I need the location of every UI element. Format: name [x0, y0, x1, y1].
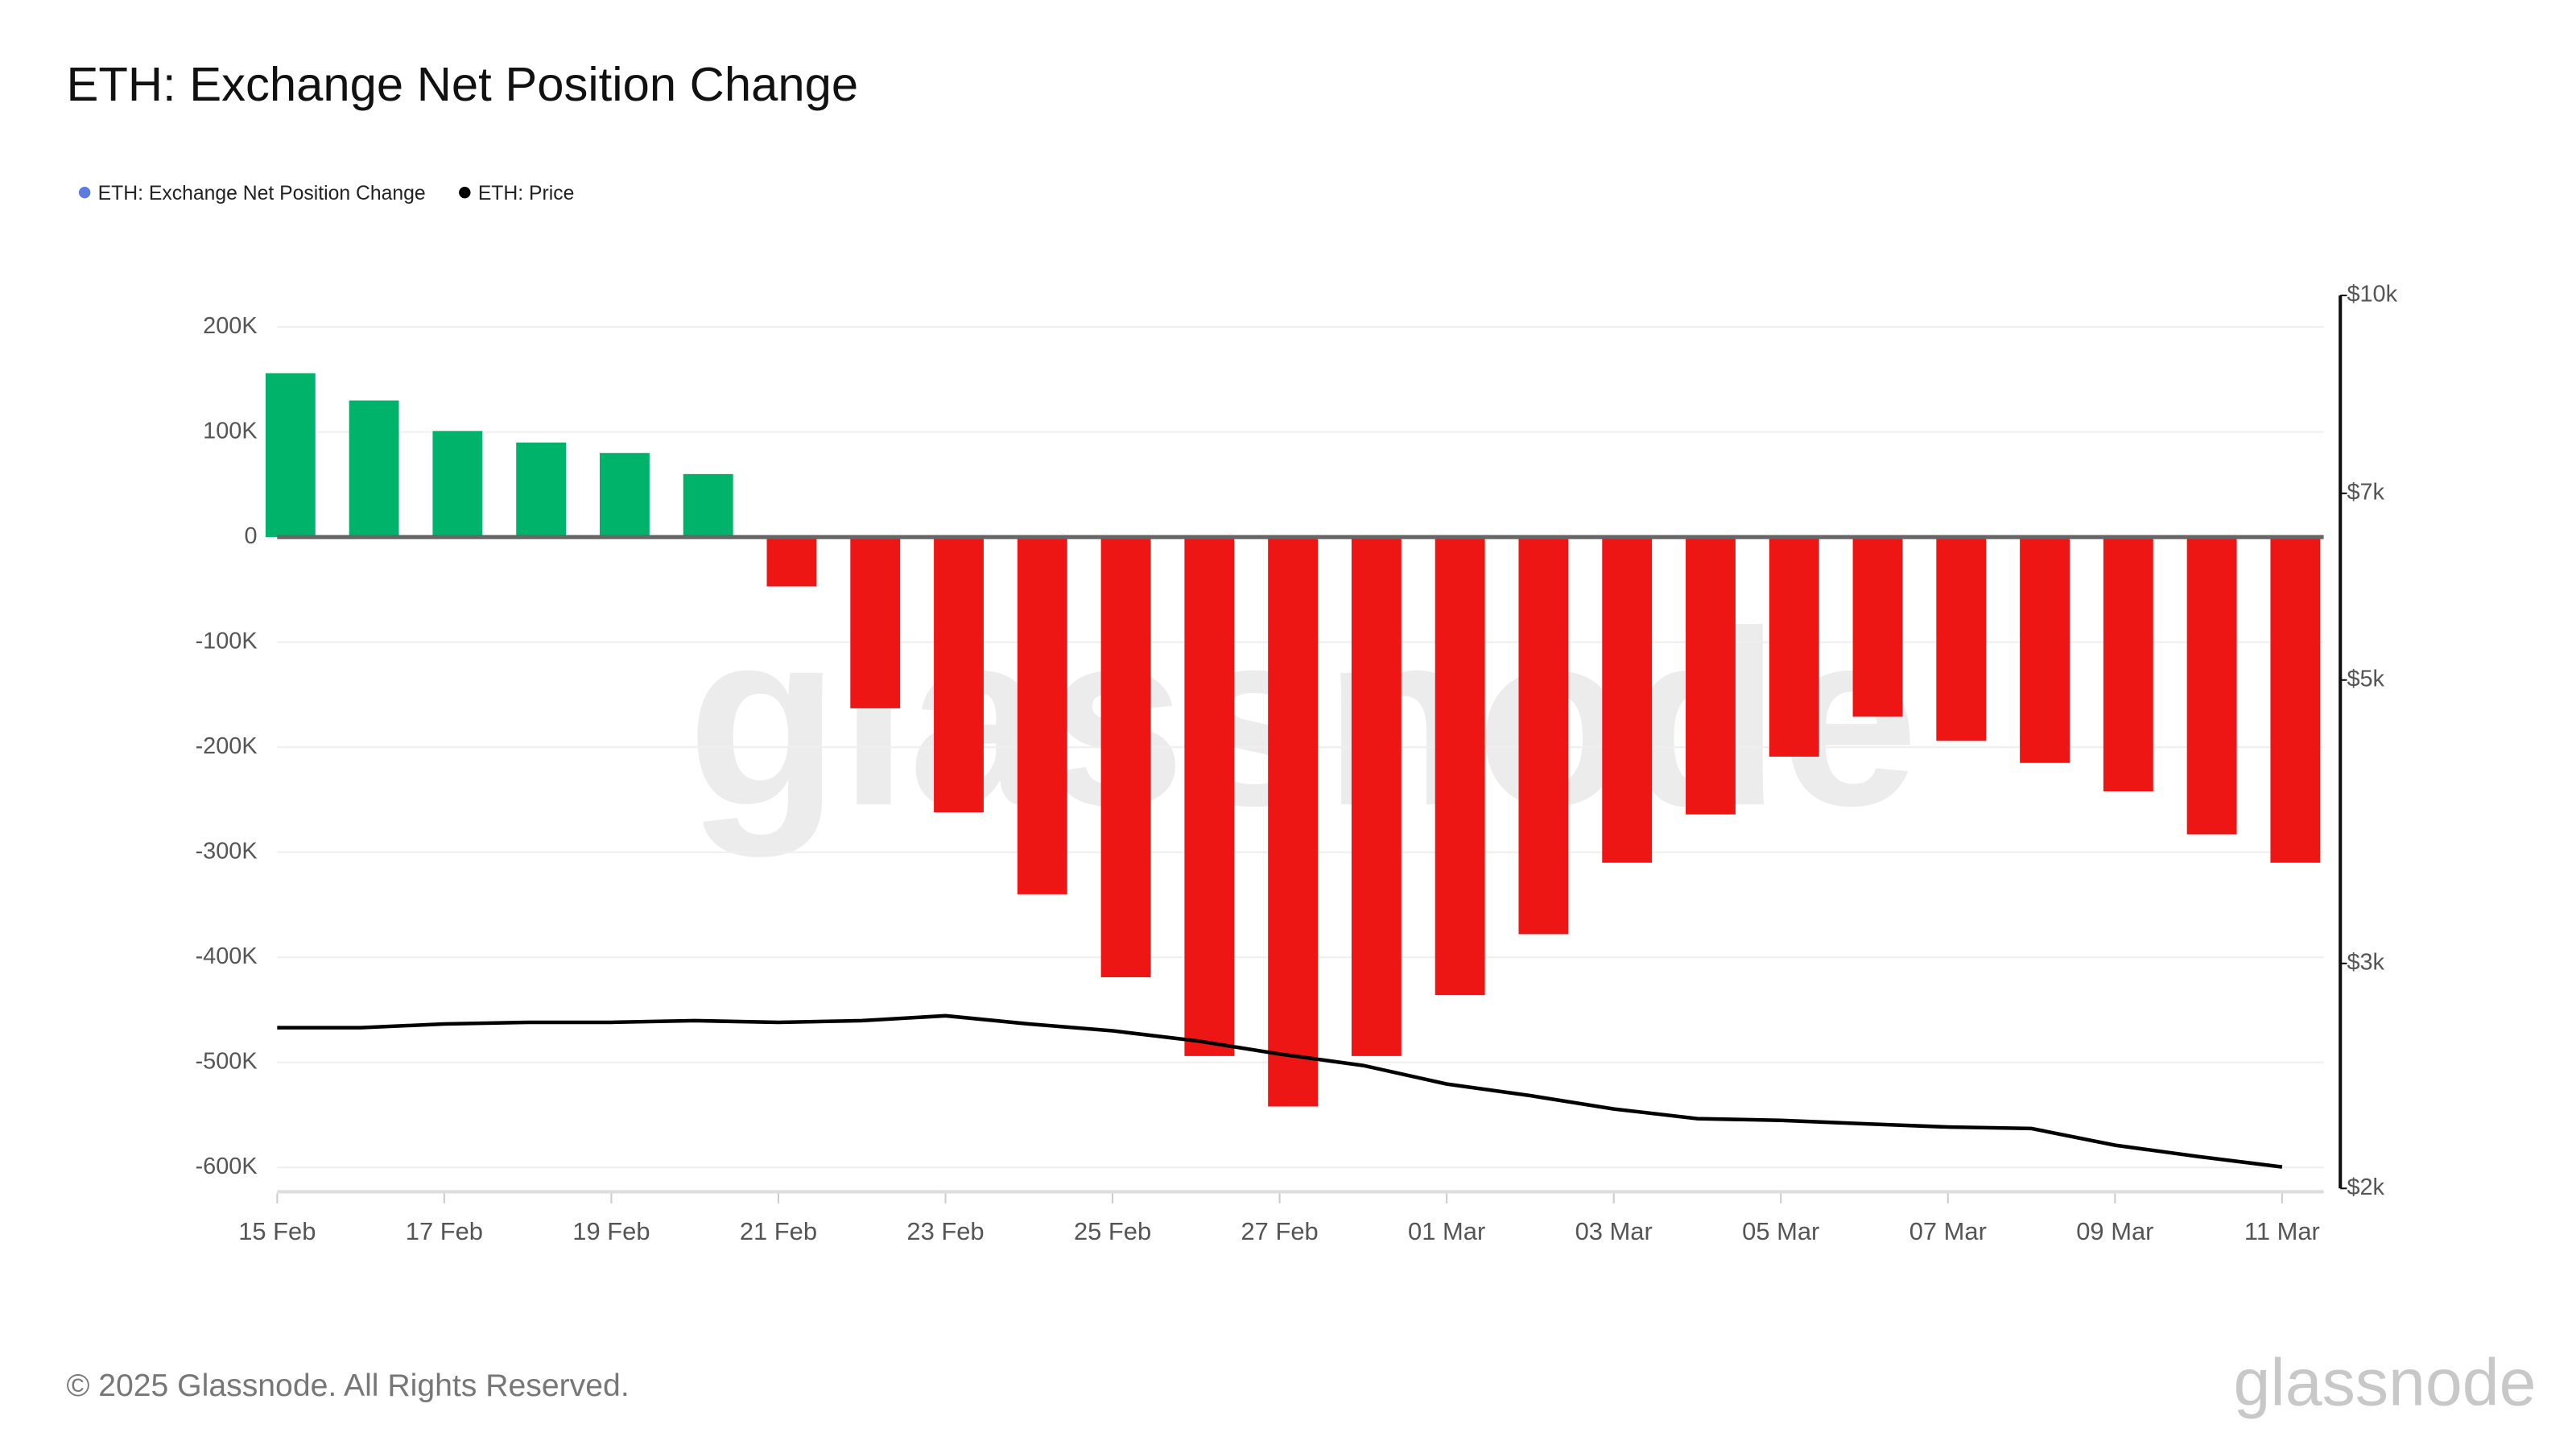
bar: [1184, 537, 1235, 1056]
x-tick-label: 07 Mar: [1909, 1217, 1987, 1245]
bar: [2270, 537, 2321, 863]
x-tick-label: 25 Feb: [1074, 1217, 1151, 1245]
bar: [1769, 537, 1819, 757]
bar: [1351, 537, 1402, 1056]
y-tick-label: 0: [245, 523, 258, 549]
x-tick-label: 17 Feb: [406, 1217, 483, 1245]
bar: [1435, 537, 1485, 996]
legend-label[interactable]: ETH: Price: [478, 183, 575, 204]
x-tick-label: 11 Mar: [2244, 1217, 2320, 1245]
bar: [1686, 537, 1736, 815]
legend-marker: [459, 186, 471, 199]
y-tick-label: -300K: [196, 838, 258, 864]
price-line: [277, 1013, 2283, 1169]
y-tick-label: 200K: [203, 313, 257, 339]
bar: [2186, 537, 2237, 835]
y2-tick-label: $2k: [2347, 1174, 2384, 1200]
bar: [1602, 537, 1653, 863]
y-tick-label: -400K: [196, 943, 258, 969]
logo: glassnode: [2234, 1345, 2537, 1419]
y-tick-label: -600K: [196, 1154, 258, 1179]
bar: [1518, 537, 1569, 935]
x-tick-label: 15 Feb: [238, 1217, 316, 1245]
x-tick-label: 19 Feb: [572, 1217, 650, 1245]
x-tick-label: 23 Feb: [906, 1217, 984, 1245]
y-tick-label: 100K: [203, 418, 257, 444]
y2-tick-label: $3k: [2347, 949, 2384, 975]
bar: [1017, 537, 1067, 894]
bar: [1936, 537, 1987, 741]
bar: [683, 473, 733, 538]
legend: ETH: Exchange Net Position Change ETH: P…: [78, 183, 575, 204]
legend-marker: [78, 186, 91, 199]
x-tick-label: 05 Mar: [1742, 1217, 1819, 1245]
bar: [2103, 537, 2153, 791]
x-tick-label: 21 Feb: [740, 1217, 817, 1245]
bar: [1100, 537, 1151, 977]
bar: [1268, 537, 1319, 1107]
legend-label[interactable]: ETH: Exchange Net Position Change: [98, 183, 426, 204]
y-tick-label: -500K: [196, 1048, 258, 1074]
bar: [432, 431, 483, 538]
x-tick-label: 01 Mar: [1408, 1217, 1485, 1245]
y2-tick-label: $7k: [2347, 479, 2384, 505]
bar: [516, 442, 567, 538]
bar: [599, 452, 650, 538]
y-tick-label: -100K: [196, 628, 258, 654]
x-tick-label: 09 Mar: [2076, 1217, 2153, 1245]
footer: © 2025 Glassnode. All Rights Reserved.: [66, 1368, 629, 1403]
y2-tick-label: $5k: [2347, 666, 2384, 691]
y-tick-label: -200K: [196, 733, 258, 759]
bar: [850, 537, 901, 708]
bar: [265, 373, 316, 538]
x-tick-label: 03 Mar: [1575, 1217, 1653, 1245]
y2-tick-label: $10k: [2347, 282, 2397, 308]
bar: [1852, 537, 1903, 717]
chart-title: ETH: Exchange Net Position Change: [66, 57, 858, 111]
bar: [934, 537, 984, 813]
x-tick-label: 27 Feb: [1241, 1217, 1318, 1245]
bar: [349, 400, 399, 538]
bar: [2020, 537, 2070, 763]
bar: [766, 537, 817, 587]
